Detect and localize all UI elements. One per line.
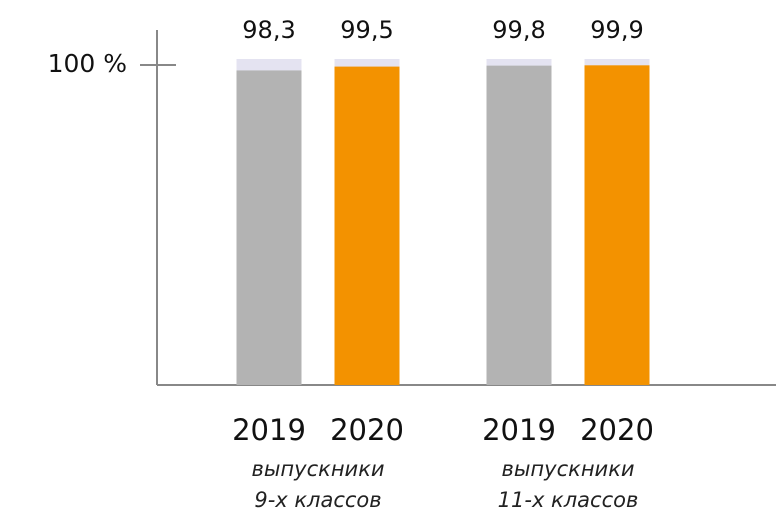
bar bbox=[486, 65, 552, 385]
category-label: выпускники bbox=[251, 457, 384, 481]
legend-year: 2019 bbox=[232, 413, 306, 447]
bar bbox=[236, 70, 302, 385]
legend-year: 2020 bbox=[580, 413, 654, 447]
category-label: 9-х классов bbox=[254, 488, 381, 512]
legend-year: 2019 bbox=[482, 413, 556, 447]
legend-year: 2020 bbox=[330, 413, 404, 447]
category-label: выпускники bbox=[501, 457, 634, 481]
value-label: 99,9 bbox=[590, 16, 643, 44]
value-label: 98,3 bbox=[242, 16, 295, 44]
category-label: 11-х классов bbox=[498, 488, 639, 512]
bar bbox=[584, 65, 650, 385]
bar bbox=[334, 66, 400, 385]
y-tick-label: 100 % bbox=[48, 49, 127, 78]
value-label: 99,8 bbox=[492, 16, 545, 44]
value-label: 99,5 bbox=[340, 16, 393, 44]
